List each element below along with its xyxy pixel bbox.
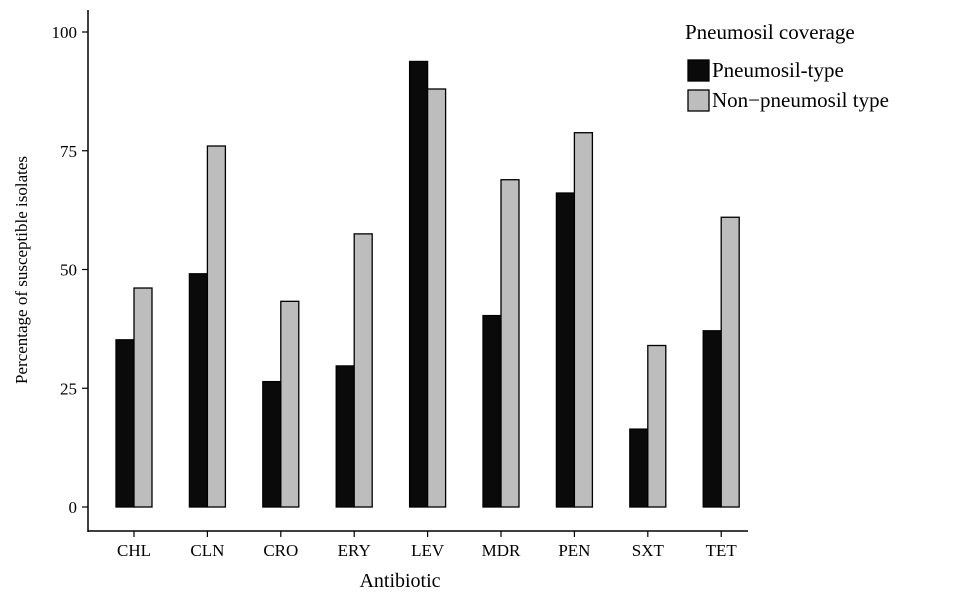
y-axis: 0 25 50 75 100: [52, 10, 89, 532]
bar-sxt-pneumosil: [629, 428, 649, 508]
bar-cln-non-pneumosil: [206, 145, 227, 508]
bar-lev-pneumosil: [408, 60, 429, 508]
x-tick-label: TET: [706, 541, 738, 560]
y-tick-label: 0: [69, 498, 78, 517]
bar-tet-non-pneumosil: [720, 216, 740, 508]
x-tick-label: SXT: [632, 541, 665, 560]
bar-pen-non-pneumosil: [573, 132, 594, 508]
bar-tet-pneumosil: [702, 330, 722, 508]
legend: Pneumosil coverage Pneumosil-type Non−pne…: [685, 20, 889, 112]
bar-cro-non-pneumosil: [280, 300, 300, 508]
x-tick-label: CLN: [190, 541, 224, 560]
bar-ery-pneumosil: [335, 365, 355, 508]
legend-label-pneumosil: Pneumosil-type: [712, 58, 844, 82]
y-tick-label: 75: [60, 142, 77, 161]
bar-mdr-pneumosil: [482, 314, 502, 508]
legend-items: Pneumosil-type Non−pneumosil type: [687, 58, 889, 112]
legend-swatch-non-pneumosil: [687, 89, 710, 112]
y-axis-title: Percentage of susceptible isolates: [12, 156, 31, 384]
bar-cln-pneumosil: [188, 273, 209, 508]
x-axis: CHL CLN CRO ERY LEV MDR PEN SXT TET: [88, 530, 748, 560]
x-tick-label: CRO: [263, 541, 298, 560]
bar-ery-non-pneumosil: [353, 233, 373, 508]
x-axis-title: Antibiotic: [359, 570, 440, 592]
x-tick-label: PEN: [558, 541, 590, 560]
x-tick-label: MDR: [482, 541, 521, 560]
x-tick-label: ERY: [338, 541, 371, 560]
x-tick-label: LEV: [411, 541, 445, 560]
y-tick-label: 100: [52, 23, 78, 42]
bar-cro-pneumosil: [262, 380, 282, 508]
bar-mdr-non-pneumosil: [500, 179, 520, 508]
bar-pen-pneumosil: [555, 192, 576, 508]
bar-chl-pneumosil: [115, 339, 135, 508]
bar-sxt-non-pneumosil: [647, 344, 667, 508]
legend-title: Pneumosil coverage: [685, 20, 855, 44]
bar-chl-non-pneumosil: [133, 287, 153, 508]
bar-lev-non-pneumosil: [426, 88, 447, 508]
y-tick-label: 25: [60, 379, 77, 398]
bars-layer: [115, 60, 740, 508]
legend-label-non-pneumosil: Non−pneumosil type: [712, 88, 889, 112]
y-tick-label: 50: [60, 261, 77, 280]
legend-swatch-pneumosil: [687, 59, 710, 82]
x-tick-label: CHL: [117, 541, 151, 560]
